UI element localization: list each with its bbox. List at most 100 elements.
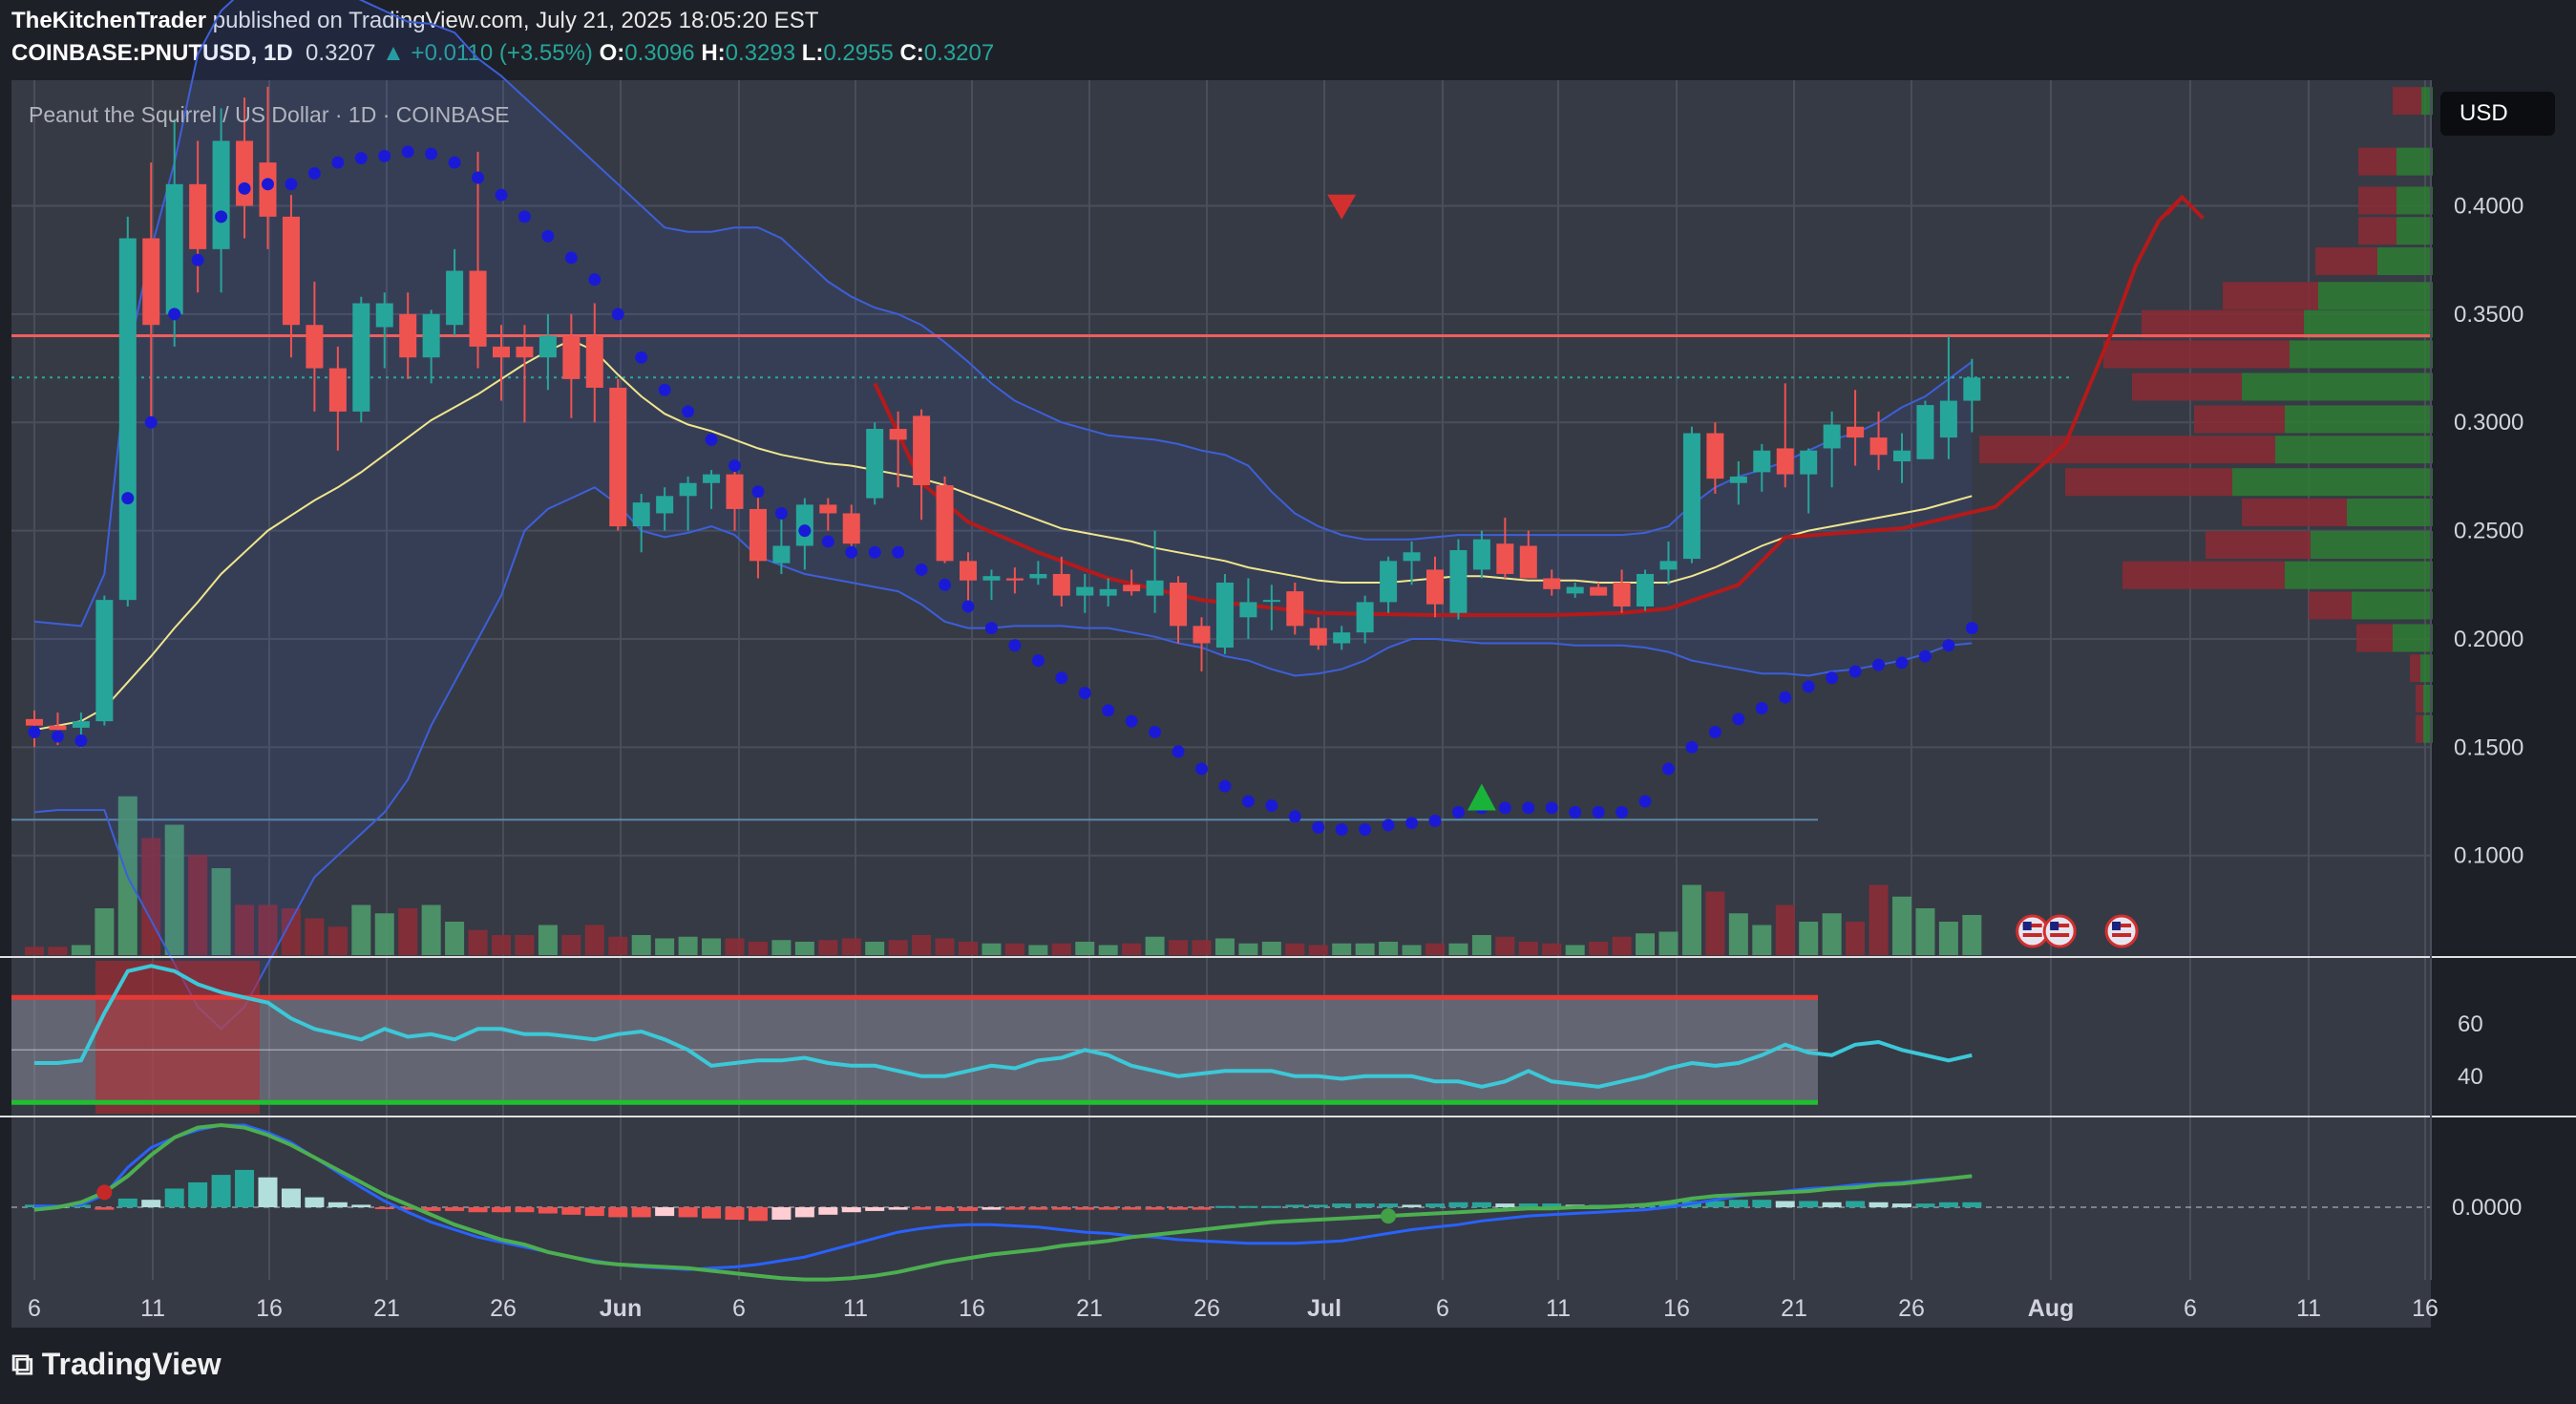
macd-hist-45 [1075, 1207, 1095, 1210]
x-tick-label-2: 16 [256, 1295, 283, 1322]
volume-bar-36 [865, 942, 885, 955]
candle-body-69 [1636, 573, 1655, 606]
volume-bar-31 [748, 942, 768, 955]
candle-body-5 [142, 238, 160, 326]
psar-dot-30 [728, 459, 741, 473]
psar-dot-64 [1522, 801, 1535, 815]
macd-hist-10 [258, 1177, 278, 1207]
volume-bar-77 [1822, 913, 1842, 955]
psar-dot-70 [1662, 762, 1675, 776]
volume-bar-66 [1565, 945, 1585, 955]
macd-hist-77 [1822, 1202, 1842, 1207]
psar-dot-33 [798, 524, 812, 538]
candle-body-59 [1403, 552, 1421, 562]
vp-down-11 [2242, 498, 2347, 526]
candle-body-1 [49, 725, 67, 731]
x-tick-label-0: 6 [28, 1295, 41, 1322]
macd-hist-63 [1495, 1203, 1515, 1207]
volume-bar-45 [1075, 942, 1095, 955]
volume-bar-9 [235, 904, 255, 955]
candle-body-19 [469, 270, 487, 347]
volume-bar-37 [888, 940, 908, 955]
y-tick-label-2: 0.3000 [2454, 410, 2523, 436]
candle-body-2 [72, 721, 90, 728]
vp-down-4 [2223, 282, 2318, 310]
header-ohlc: COINBASE:PNUTUSD, 1D 0.3207 ▲ +0.0110 (+… [11, 40, 994, 67]
volume-bar-47 [1122, 943, 1142, 955]
psar-dot-47 [1125, 714, 1138, 728]
psar-dot-80 [1895, 656, 1909, 670]
macd-hist-11 [281, 1188, 301, 1207]
macd-hist-37 [888, 1207, 908, 1210]
vp-down-2 [2358, 217, 2397, 245]
x-tick-label-14: 16 [1663, 1295, 1690, 1322]
currency-badge[interactable]: USD [2440, 92, 2555, 136]
macd-hist-20 [492, 1207, 511, 1213]
y-tick-label-0: 0.4000 [2454, 194, 2523, 220]
axes: 0.4000 0.3500 0.3000 0.2500 0.2000 0.1500 0.10… [0, 80, 2576, 1322]
y-tick-label-4: 0.2000 [2454, 627, 2523, 652]
author-name[interactable]: TheKitchenTrader [11, 8, 207, 33]
rsi-tick-label-0: 60 [2458, 1011, 2483, 1037]
macd-hist-28 [678, 1207, 698, 1218]
psar-dot-69 [1638, 795, 1652, 808]
candle-body-61 [1449, 550, 1467, 613]
bb-lower-line [33, 486, 1973, 1031]
macd-hist-26 [631, 1207, 651, 1218]
x-tick-label-19: 11 [2296, 1295, 2321, 1322]
event-icon-stripe-a-2 [2112, 924, 2132, 927]
event-icon-stripe-a-1 [2050, 924, 2070, 927]
macd-hist-78 [1846, 1201, 1866, 1207]
macd-hist-50 [1192, 1207, 1212, 1210]
psar-dot-42 [1008, 639, 1022, 652]
candle-body-18 [446, 270, 464, 326]
macd-hist-6 [164, 1188, 184, 1207]
volume-bar-67 [1589, 942, 1609, 955]
candle-body-4 [118, 238, 137, 601]
candle-body-41 [982, 576, 1001, 581]
volume-bar-39 [935, 938, 955, 955]
volume-bar-44 [1051, 943, 1071, 955]
volume-bar-30 [725, 938, 745, 955]
macd-hist-49 [1169, 1207, 1189, 1210]
volume-bar-64 [1518, 942, 1538, 955]
volume-bar-68 [1612, 936, 1632, 955]
macd-hist-46 [1098, 1207, 1118, 1210]
volume-bar-72 [1705, 891, 1725, 955]
volume-bar-7 [188, 855, 208, 955]
psar-dot-57 [1359, 822, 1372, 836]
x-tick-label-7: 11 [843, 1295, 868, 1322]
vp-down-12 [2206, 530, 2311, 559]
psar-dot-75 [1779, 691, 1792, 704]
macd-hist-40 [959, 1207, 978, 1211]
candle-body-74 [1753, 450, 1771, 473]
x-tick-label-3: 21 [373, 1295, 400, 1322]
volume-bar-54 [1285, 943, 1305, 955]
volume-bar-56 [1332, 943, 1352, 955]
macd-hist-34 [818, 1207, 838, 1215]
macd-hist-31 [748, 1207, 768, 1222]
psar-dot-24 [588, 273, 602, 287]
macd-hist-59 [1402, 1204, 1422, 1207]
volume-bar-10 [258, 904, 278, 955]
tradingview-logo[interactable]: ⧉ TradingView [11, 1347, 222, 1383]
volume-bar-59 [1402, 945, 1422, 955]
volume-bar-52 [1238, 943, 1258, 955]
volume-bar-28 [678, 936, 698, 955]
candle-body-48 [1146, 580, 1164, 596]
candle-body-17 [422, 313, 440, 358]
high-label: H: [701, 40, 726, 66]
vp-up-3 [2377, 246, 2433, 275]
bb-fill [34, 0, 1973, 1030]
vp-down-0 [2358, 147, 2397, 176]
event-icon-canton-2 [2112, 922, 2122, 930]
macd-hist-13 [327, 1202, 348, 1207]
candle-body-66 [1566, 586, 1584, 594]
psar-dot-10 [262, 178, 274, 191]
macd-hist-22 [538, 1207, 558, 1214]
macd-hist-64 [1518, 1203, 1538, 1207]
y-tick-label-1: 0.3500 [2454, 302, 2523, 328]
header-published: TheKitchenTrader published on TradingVie… [11, 8, 818, 34]
volume-bar-73 [1728, 913, 1748, 955]
